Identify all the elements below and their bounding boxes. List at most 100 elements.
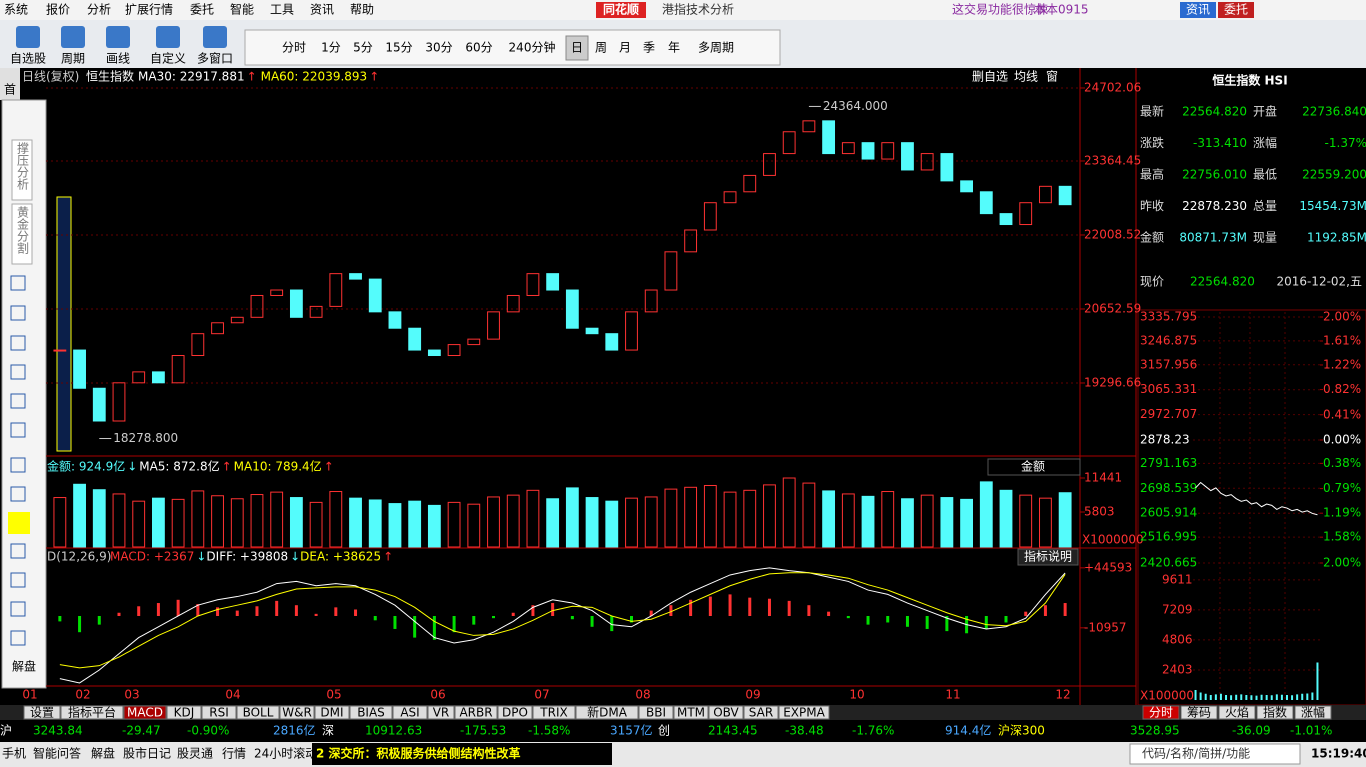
period[interactable]: 日 (571, 41, 583, 55)
status-item[interactable]: 解盘 (91, 746, 115, 761)
news-ticker[interactable]: 2 深交所：积极服务供给侧结构性改革 (316, 746, 521, 761)
period[interactable]: 15分 (385, 41, 412, 55)
tool-icon[interactable] (16, 26, 40, 48)
indicator-tab[interactable] (708, 705, 744, 720)
menu-item[interactable]: 委托 (190, 3, 214, 17)
menu-item[interactable]: 报价 (46, 2, 70, 17)
period[interactable]: 季 (643, 41, 655, 55)
status-item[interactable]: 手机 (2, 747, 26, 761)
tool-icon[interactable] (10, 422, 26, 438)
tool-icon[interactable] (61, 26, 85, 48)
status-item[interactable]: 24小时滚动 (254, 746, 317, 761)
indicator-tab[interactable] (201, 705, 237, 720)
tool-label[interactable]: 画线 (106, 52, 130, 66)
side-tab-label[interactable]: 火焰 (1225, 705, 1249, 720)
indicator-tab[interactable] (743, 705, 779, 720)
side-tab-label[interactable]: 涨幅 (1301, 705, 1325, 720)
period[interactable]: 多周期 (698, 41, 734, 55)
indicator-tab[interactable] (532, 705, 576, 720)
menu-item[interactable]: 系统 (4, 3, 28, 17)
tool-icon[interactable] (10, 486, 26, 502)
top-button[interactable] (1180, 2, 1216, 18)
chart-button[interactable]: 删自选 (972, 70, 1008, 84)
side-button[interactable] (11, 203, 33, 265)
tool-icon[interactable] (10, 630, 26, 646)
indicator-tab-label[interactable]: BIAS (357, 706, 385, 720)
search-placeholder[interactable]: 代码/名称/简拼/功能 (1142, 746, 1250, 761)
side-tool[interactable]: 黄金分割 (16, 206, 30, 254)
indicator-tab-label[interactable]: BOLL (243, 706, 274, 720)
side-tab[interactable] (1294, 705, 1332, 720)
side-tab[interactable] (1180, 705, 1218, 720)
indicator-tab-label[interactable]: 指标平台 (68, 705, 116, 720)
period[interactable]: 周 (595, 41, 607, 55)
indicator-tab[interactable] (497, 705, 533, 720)
indicator-tab-label[interactable]: ASI (400, 706, 419, 720)
indicator-tab[interactable] (392, 705, 428, 720)
indicator-tab-label[interactable]: ARBR (459, 706, 492, 720)
side-tool[interactable]: 撑压分析 (16, 141, 30, 191)
indicator-tab-label[interactable]: MTM (677, 706, 705, 720)
indicator-tab[interactable] (60, 705, 124, 720)
side-tab[interactable] (1218, 705, 1256, 720)
side-tool[interactable]: 解盘 (12, 659, 36, 674)
status-item[interactable]: 股市日记 (123, 746, 171, 761)
indicator-help[interactable] (1017, 548, 1079, 566)
indicator-tab[interactable] (123, 705, 167, 720)
indicator-tab-label[interactable]: DMI (320, 706, 343, 720)
tool-icon[interactable] (203, 26, 227, 48)
side-tab[interactable] (1142, 705, 1180, 720)
tool-icon[interactable] (10, 572, 26, 588)
tool-label[interactable]: 周期 (61, 52, 85, 66)
menu-item[interactable]: 工具 (270, 3, 294, 17)
side-tab[interactable] (1256, 705, 1294, 720)
tool-icon[interactable] (156, 26, 180, 48)
tool-icon[interactable] (10, 275, 26, 291)
status-item[interactable]: 智能问答 (33, 746, 81, 761)
tool-icon[interactable] (10, 364, 26, 380)
home-tab[interactable] (0, 68, 20, 100)
indicator-tab-label[interactable]: W&R (282, 706, 312, 720)
indicator-tab[interactable] (673, 705, 709, 720)
period[interactable]: 30分 (425, 41, 452, 55)
menu-item[interactable]: 扩展行情 (125, 3, 173, 17)
notice[interactable]: 这交易功能很惊悚 (952, 2, 1048, 17)
indicator-tab-label[interactable]: EXPMA (783, 706, 825, 720)
status-item[interactable]: 股灵通 (177, 747, 213, 761)
status-item[interactable]: 行情 (222, 747, 246, 761)
indicator-tab-label[interactable]: MACD (127, 706, 163, 720)
period[interactable]: 分时 (282, 41, 306, 55)
indicator-tab[interactable] (778, 705, 830, 720)
period[interactable]: 240分钟 (509, 40, 556, 55)
indicator-tab-label[interactable]: TRIX (539, 706, 567, 720)
side-tab-label[interactable]: 指数 (1263, 705, 1287, 720)
indicator-tab[interactable] (314, 705, 350, 720)
indicator-tab-label[interactable]: BBI (646, 706, 666, 720)
tool-icon[interactable] (10, 543, 26, 559)
tool-icon[interactable] (10, 305, 26, 321)
indicator-tab-label[interactable]: OBV (713, 706, 739, 720)
indicator-tab[interactable] (166, 705, 202, 720)
indicator-tab-label[interactable]: KDJ (174, 706, 195, 720)
indicator-tab[interactable] (427, 705, 455, 720)
tool-icon[interactable] (10, 601, 26, 617)
indicator-tab[interactable] (638, 705, 674, 720)
tool-icon[interactable] (106, 26, 130, 48)
home-tab-label[interactable]: 首 (4, 83, 16, 97)
top-button[interactable] (1218, 2, 1254, 18)
top-button-label[interactable]: 委托 (1224, 3, 1248, 17)
top-button-label[interactable]: 资讯 (1186, 3, 1210, 17)
period[interactable]: 月 (619, 41, 631, 55)
search-box[interactable] (1129, 743, 1301, 765)
menu-item[interactable]: 分析 (87, 3, 111, 17)
tool-label[interactable]: 多窗口 (197, 52, 233, 66)
side-tab-label[interactable]: 筹码 (1187, 706, 1211, 720)
selector[interactable] (987, 458, 1081, 476)
tool-label[interactable]: 自定义 (150, 51, 186, 66)
menu-item[interactable]: 智能 (230, 2, 254, 17)
tool-icon[interactable] (10, 457, 26, 473)
period[interactable]: 1分 (321, 41, 341, 55)
indicator-tab-label[interactable]: SAR (749, 706, 773, 720)
menu-item[interactable]: 帮助 (350, 3, 374, 17)
indicator-tab[interactable] (23, 705, 61, 720)
